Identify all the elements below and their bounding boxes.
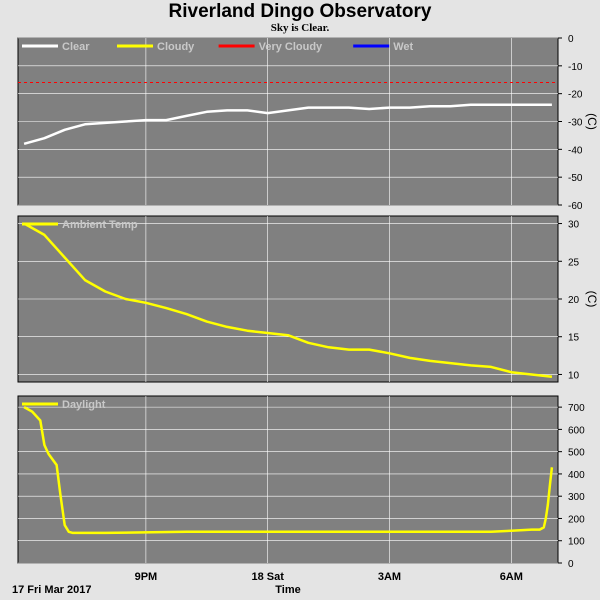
chart-title: Riverland Dingo Observatory xyxy=(168,1,432,22)
legend-label-wet: Wet xyxy=(393,41,413,53)
x-tick-label: 9PM xyxy=(135,571,158,583)
sky-ytick-label: -10 xyxy=(568,62,583,73)
ambient-ytick-label: 15 xyxy=(568,333,580,344)
sky-panel: 0 -10 -20 -30 -40 -50 -60 (C) Clear Cloudy Very Cl… xyxy=(17,34,599,212)
daylight-ytick-label: 100 xyxy=(568,537,585,548)
daylight-ytick-label: 0 xyxy=(568,559,574,570)
ambient-ytick-label: 25 xyxy=(568,257,580,268)
sky-ytick-label: -30 xyxy=(568,118,583,129)
daylight-ytick-label: 400 xyxy=(568,470,585,481)
daylight-ytick-label: 200 xyxy=(568,514,585,525)
x-tick-label: 18 Sat xyxy=(251,571,284,583)
legend-label-ambient-temp: Ambient Temp xyxy=(62,219,138,231)
legend-label-daylight: Daylight xyxy=(62,399,106,411)
x-start-label: 17 Fri Mar 2017 xyxy=(12,584,92,596)
sky-ytick-label: -20 xyxy=(568,90,583,101)
daylight-plot-area xyxy=(17,395,559,564)
ambient-ytick-label: 10 xyxy=(568,370,580,381)
legend-label-cloudy: Cloudy xyxy=(157,41,195,53)
sky-series-clear xyxy=(23,103,552,146)
x-tick-label: 3AM xyxy=(378,571,401,583)
x-tick-label: 6AM xyxy=(500,571,523,583)
daylight-series-daylight xyxy=(23,406,554,535)
ambient-unit-label: (C) xyxy=(585,291,599,308)
sky-unit-label: (C) xyxy=(585,113,599,130)
daylight-ytick-label: 600 xyxy=(568,425,585,436)
daylight-panel: 700 600 500 400 300 200 100 0 Daylight xyxy=(17,395,585,570)
daylight-ytick-label: 300 xyxy=(568,492,585,503)
sky-ytick-label: -50 xyxy=(568,173,583,184)
sky-ytick-label: -60 xyxy=(568,201,583,212)
sky-ytick-label: 0 xyxy=(568,34,574,45)
legend-label-clear: Clear xyxy=(62,41,90,53)
chart-subtitle: Sky is Clear. xyxy=(270,22,330,34)
sky-ytick-label: -40 xyxy=(568,145,583,156)
ambient-panel: 30 25 20 15 10 (C) Ambient Temp xyxy=(17,215,599,383)
legend-label-very-cloudy: Very Cloudy xyxy=(259,41,323,53)
ambient-ytick-label: 30 xyxy=(568,220,580,231)
ambient-series-ambient-temp xyxy=(23,222,553,378)
daylight-ytick-label: 500 xyxy=(568,448,585,459)
x-axis-label: Time xyxy=(275,584,300,596)
ambient-ytick-label: 20 xyxy=(568,295,580,306)
daylight-ytick-label: 700 xyxy=(568,403,585,414)
